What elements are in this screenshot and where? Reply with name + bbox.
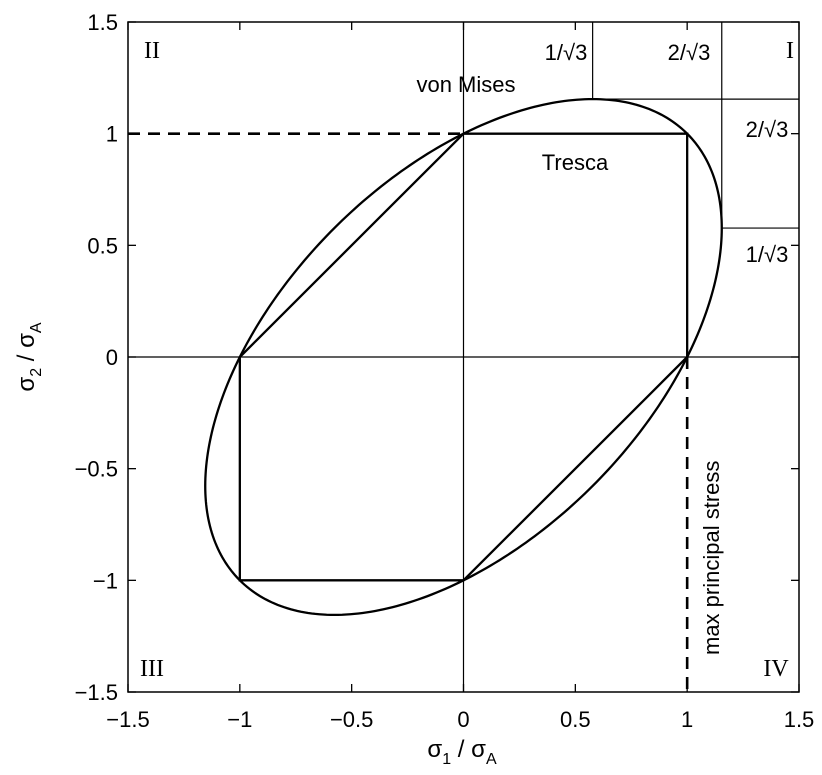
x-tick-label-4: 0.5	[560, 707, 591, 732]
quadrant-label-iv: IV	[763, 656, 789, 682]
x-marker-label-1: 1/√3	[545, 40, 588, 65]
y-tick-label-5: 1	[106, 122, 118, 147]
von-mises-label: von Mises	[416, 72, 515, 97]
y-tick-label-3: 0	[106, 345, 118, 370]
tresca-label: Tresca	[542, 150, 609, 175]
x-tick-label-6: 1.5	[784, 707, 815, 732]
y-tick-label-1: −1	[93, 568, 118, 593]
y-tick-label-6: 1.5	[87, 10, 118, 35]
x-tick-label-2: −0.5	[330, 707, 373, 732]
quadrant-label-iii: III	[140, 656, 164, 682]
quadrant-label-ii: II	[144, 38, 160, 64]
x-axis-label: σ1 / σA	[427, 736, 497, 768]
x-tick-label-3: 0	[457, 707, 469, 732]
tresca-hexagon	[238, 132, 689, 582]
max-principal-stress-label: max principal stress	[699, 461, 724, 655]
y-tick-label-0: −1.5	[75, 680, 118, 705]
y-axis-label: σ2 / σA	[13, 322, 45, 392]
y-marker-label-1: 2/√3	[746, 117, 789, 142]
x-tick-label-0: −1.5	[106, 707, 149, 732]
x-tick-label-5: 1	[681, 707, 693, 732]
y-tick-label-2: −0.5	[75, 457, 118, 482]
y-tick-label-4: 0.5	[87, 233, 118, 258]
y-marker-label-2: 1/√3	[746, 242, 789, 267]
quadrant-label-i: I	[786, 38, 794, 64]
x-marker-label-2: 2/√3	[668, 40, 711, 65]
x-tick-label-1: −1	[227, 707, 252, 732]
